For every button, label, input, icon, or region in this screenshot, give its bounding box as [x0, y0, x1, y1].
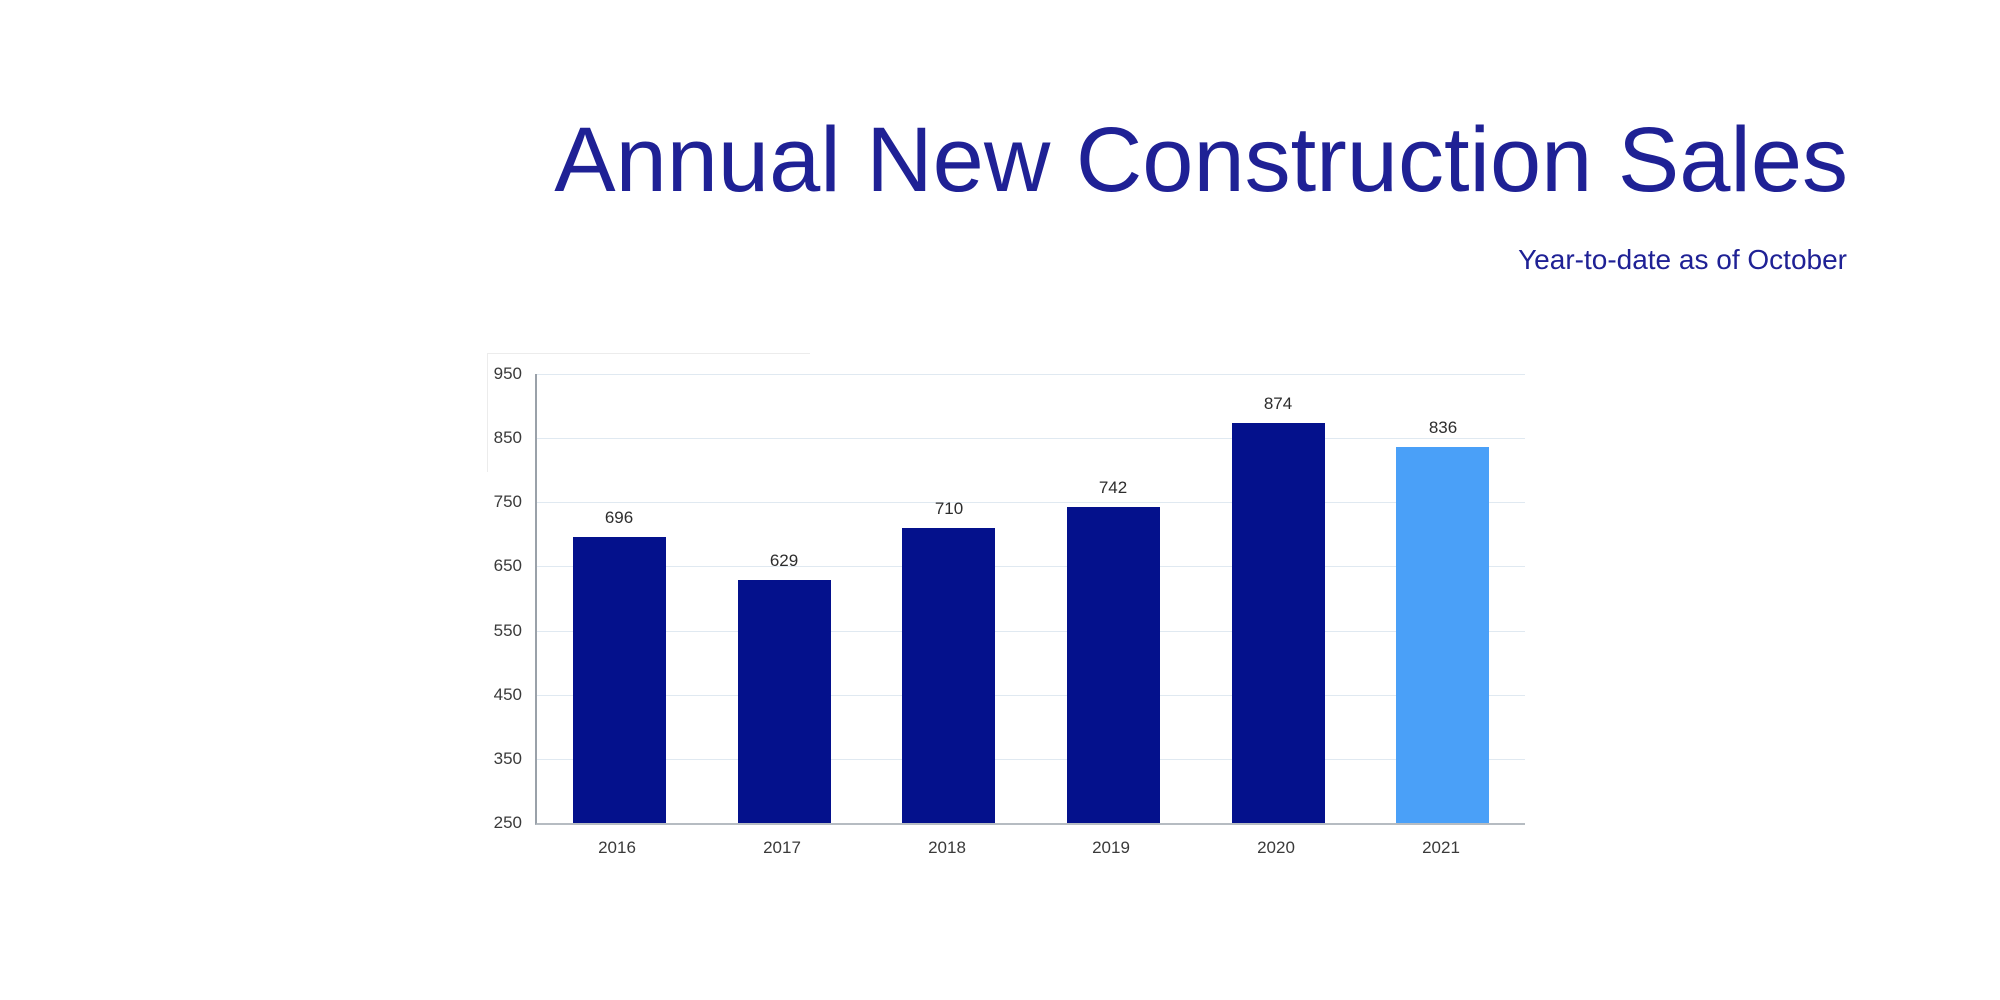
- y-tick-label-650: 650: [493, 556, 522, 575]
- gridline-650: [537, 566, 1525, 567]
- y-tick-label-850: 850: [493, 428, 522, 447]
- bar-2017: [738, 580, 831, 823]
- value-label-2017: 629: [769, 551, 799, 570]
- x-tick-label-2016: 2016: [598, 838, 636, 857]
- x-tick-label-2017: 2017: [763, 838, 801, 857]
- y-tick-label-250: 250: [493, 813, 522, 832]
- x-tick-label-2018: 2018: [928, 838, 966, 857]
- chart-title: Annual New Construction Sales: [554, 109, 1848, 211]
- y-tick-label-350: 350: [493, 749, 522, 768]
- value-label-2020: 874: [1263, 394, 1293, 413]
- gridline-450: [537, 695, 1525, 696]
- value-label-2019: 742: [1098, 478, 1128, 497]
- value-label-2016: 696: [604, 508, 634, 527]
- x-axis-labels: 2016 2017 2018 2019 2020 2021: [535, 838, 1523, 868]
- value-label-2018: 710: [934, 499, 964, 518]
- x-tick-label-2019: 2019: [1092, 838, 1130, 857]
- y-tick-label-550: 550: [493, 621, 522, 640]
- bar-2018: [902, 528, 995, 823]
- bar-2021: [1396, 447, 1489, 823]
- bar-2020: [1232, 423, 1325, 823]
- bar-2016: [573, 537, 666, 823]
- gridline-750: [537, 502, 1525, 503]
- y-tick-label-750: 750: [493, 492, 522, 511]
- gridline-350: [537, 759, 1525, 760]
- chart-subtitle: Year-to-date as of October: [1518, 244, 1847, 275]
- x-tick-label-2020: 2020: [1257, 838, 1295, 857]
- gridline-850: [537, 438, 1525, 439]
- gridline-950: [537, 374, 1525, 375]
- bar-2019: [1067, 507, 1160, 823]
- x-tick-label-2021: 2021: [1422, 838, 1460, 857]
- gridline-550: [537, 631, 1525, 632]
- plot-area: 696 629 710 742 874 836: [535, 374, 1525, 825]
- y-tick-label-950: 950: [493, 364, 522, 383]
- value-label-2021: 836: [1428, 418, 1458, 437]
- y-axis-labels: 250 350 450 550 650 750 850 950: [442, 364, 522, 832]
- y-tick-label-450: 450: [493, 685, 522, 704]
